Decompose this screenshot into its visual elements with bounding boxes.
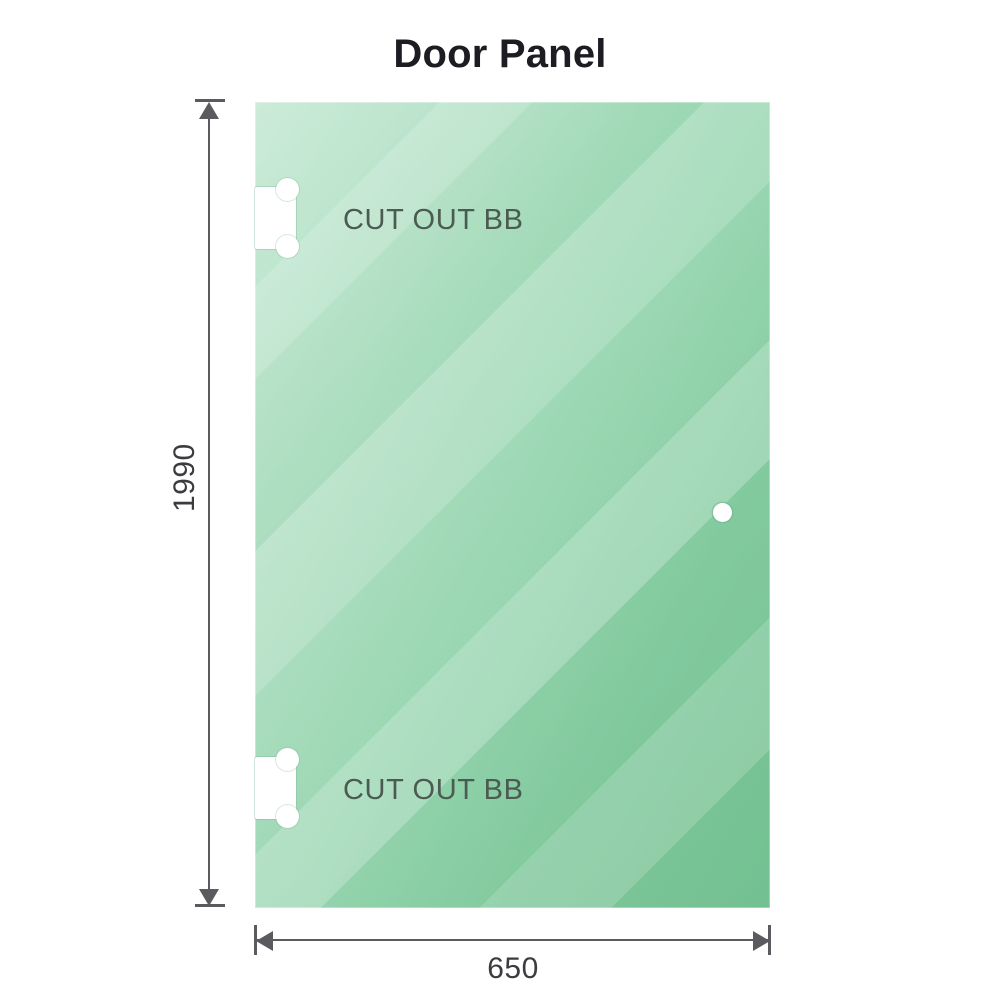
cutout-bottom-lower-radius bbox=[276, 805, 299, 828]
glass-fill bbox=[255, 102, 770, 908]
height-dimension-line bbox=[208, 104, 210, 906]
extension-line-top bbox=[195, 99, 225, 102]
height-dimension-label: 1990 bbox=[168, 443, 201, 512]
cutout-bottom bbox=[255, 748, 299, 828]
cutout-top-label: CUT OUT BB bbox=[343, 204, 524, 236]
arrow-left-icon bbox=[256, 931, 273, 951]
cutout-top-upper-radius bbox=[276, 178, 299, 201]
cutout-bottom-upper-radius bbox=[276, 748, 299, 771]
handle-hole-icon bbox=[713, 503, 732, 522]
cutout-top-lower-radius bbox=[276, 235, 299, 258]
width-dimension-label: 650 bbox=[487, 952, 539, 985]
width-dimension-line bbox=[257, 939, 769, 941]
page-title: Door Panel bbox=[393, 32, 607, 76]
arrow-down-icon bbox=[199, 889, 219, 906]
arrow-up-icon bbox=[199, 102, 219, 119]
cutout-bottom-label: CUT OUT BB bbox=[343, 774, 524, 806]
arrow-right-icon bbox=[753, 931, 770, 951]
door-panel: CUT OUT BB CUT OUT BB bbox=[255, 102, 770, 908]
cutout-top bbox=[255, 178, 299, 258]
extension-line-left bbox=[254, 925, 257, 955]
